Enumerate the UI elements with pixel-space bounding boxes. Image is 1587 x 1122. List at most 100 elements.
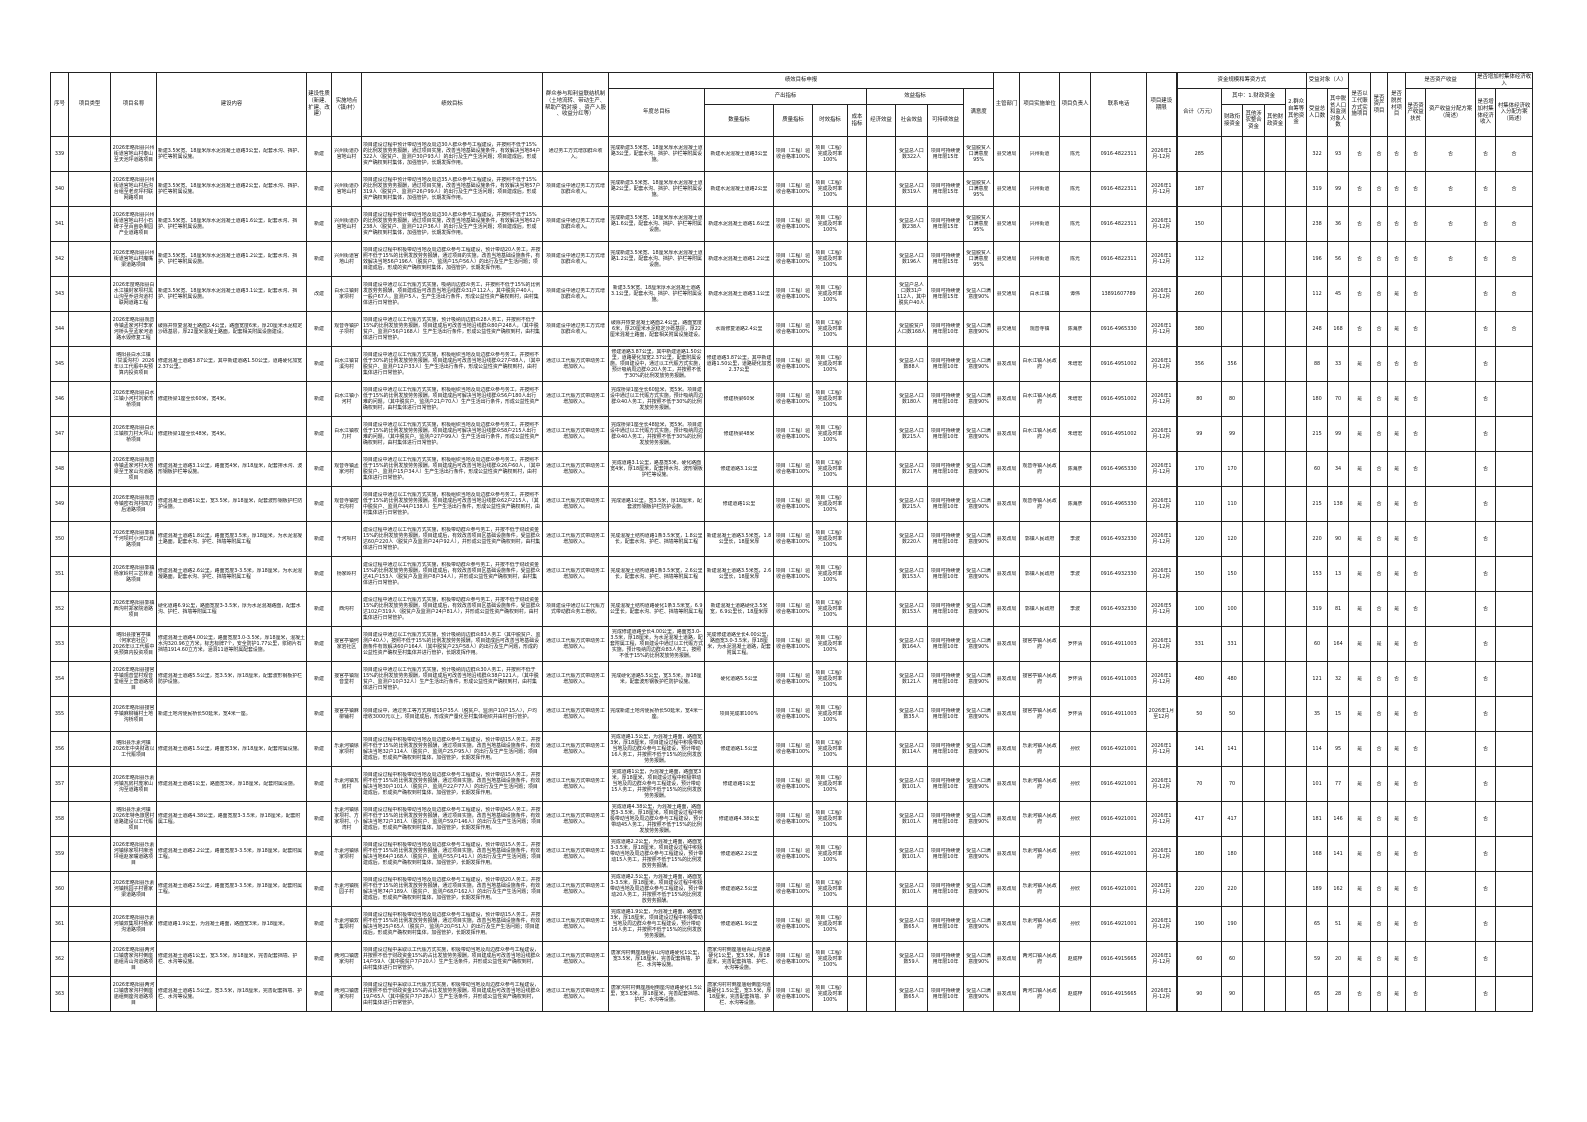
table-row: 353 略阳县接官亭镇（何家岩社区）2026年以工代赈中央预算内投资项目 修建混凝土… (50, 626, 1534, 662)
cell-text: 唐家沟村村倒座庙组倒座沟道路硬化1.5公里，宽3.5米，厚18厘米，完善配套挡墙… (610, 984, 703, 1004)
cell-seq: 354 (50, 661, 69, 697)
cell-text: 15 (1334, 710, 1342, 717)
cell-text: 项目建设中通过以工代赈方式实施，预计吸纳周边群众28人务工，并按照不低于15%的… (363, 316, 540, 342)
cell-agri-funds (1242, 976, 1266, 1012)
cell-text: 359 (54, 850, 65, 857)
cell-text: 340 (54, 185, 65, 192)
cell-text: 否 (1511, 185, 1517, 192)
cell-name: 2026年略阳县郭镇杨家岭村三岔林道路项目 (110, 556, 157, 592)
cell-cost (847, 241, 867, 277)
cell-text: 新建 (314, 920, 324, 927)
cell-asset-plan (1425, 626, 1477, 662)
cell-seq: 351 (50, 556, 69, 592)
cell-period: 2026年1月-12月 (1146, 906, 1178, 942)
cell-qty: 项目完成率100% (704, 696, 774, 732)
cell-ygdz: 是 (1348, 451, 1372, 487)
cell-text: 受益人口满意度90% (966, 392, 991, 405)
cell-phone: 0916-4915665 (1090, 941, 1148, 977)
cell-text: 通过以工代赈方式带动务工增加收入。 (546, 917, 605, 930)
cell-text: 项目（工程）验收合格率100% (775, 812, 811, 825)
cell-agri-funds (1242, 801, 1266, 837)
cell-agri-funds (1242, 276, 1266, 312)
cell-text: 否 (1376, 290, 1382, 297)
cell-text: 白水江镇 (1029, 290, 1050, 297)
cell-village-income: 否 (1475, 626, 1497, 662)
cell-text: 否 (1413, 150, 1419, 157)
cell-text: 2026年1月-12月 (1151, 917, 1172, 930)
cell-text: 否 (1413, 535, 1419, 542)
cell-text: 修建道路1公里 (722, 500, 756, 507)
cell-village-plan (1495, 346, 1534, 382)
cell-text: 通过以工代赈方式带动务工增加收入。 (546, 567, 605, 580)
cell-asset: 否 (1370, 556, 1389, 592)
cell-benef-poor: 20 (1327, 941, 1350, 977)
cell-name: 2026年略阳县乐素河镇双集坝村杨家沟道路项目 (110, 906, 157, 942)
cell-text: 13 (1334, 570, 1342, 577)
cell-text: 否 (1448, 255, 1454, 262)
cell-village-plan (1495, 451, 1534, 487)
cell-text: 李波 (1070, 535, 1080, 542)
cell-name: 2026年略阳县郭镇千河坝村小河口道路项目 (110, 521, 157, 557)
cell-village-income: 否 (1475, 976, 1497, 1012)
cell-satisfaction: 受益人口满意度90% (962, 486, 995, 522)
cell-poor-village: 是 (1387, 696, 1407, 732)
cell-content: 修建混凝土道路5.5公里，宽3.5米，厚18厘米，配套波形钢板护栏防护设施。 (156, 661, 307, 697)
cell-text: 完成混凝土结构道路1条3.5米宽，2.6公里长，配套水沟、护栏、挡墙等附属工程 (610, 567, 703, 580)
cell-self-raised (1285, 591, 1308, 627)
cell-text: 80 (1196, 395, 1203, 402)
cell-text: 否 (1376, 325, 1382, 332)
cell-text: 县发改局 (996, 465, 1017, 472)
cell-text: 县发改局 (996, 920, 1017, 927)
cell-text: 项目（工程）验收合格率100% (775, 147, 811, 160)
cell-economic (866, 136, 896, 172)
cell-cost (847, 836, 867, 872)
cell-text: 否 (1376, 255, 1382, 262)
cell-text: 县发改局 (996, 605, 1017, 612)
cell-nature: 新建 (306, 836, 332, 872)
cell-benef-total: 196 (1306, 241, 1329, 277)
cell-text: 285 (1194, 150, 1204, 157)
cell-performance: 项目建设过程中积极带动当地及周边群众参与工程建设，预计带动20人务工，并按照不低… (361, 241, 543, 277)
cell-text: 受益人口满意度90% (966, 427, 991, 440)
cell-timeliness: 项目（工程）完成及时率100% (812, 836, 848, 872)
table-row: 352 2026年略阳县郭镇西沟村郑家院道路项目 硬化道路6.9公里，路面宽度3-3… (50, 591, 1534, 627)
cell-link-funds: 356 (1221, 346, 1244, 382)
cell-total: 80 (1175, 381, 1223, 417)
cell-qty: 新建水泥混凝土道路3.1公里 (704, 276, 774, 312)
cell-type (68, 556, 111, 592)
cell-asset: 否 (1370, 906, 1389, 942)
cell-text: 受益总人口数101人 (899, 847, 924, 860)
cell-location: 乐素河镇桃园子村 (331, 871, 362, 907)
cell-mechanism: 通过以工代赈方式带动务工增加收入。 (542, 346, 609, 382)
cell-satisfaction: 受益人口满意度90% (962, 696, 995, 732)
cell-asset-income-poor: 否 (1405, 276, 1427, 312)
cell-cost (847, 451, 867, 487)
cell-text: 146 (1333, 815, 1343, 822)
header-funds: 资金规模和筹资方式 (1175, 72, 1308, 89)
cell-text: 项目（工程）验收合格率100% (775, 987, 811, 1000)
cell-text: 乐素河镇桃园子村 (334, 882, 359, 895)
cell-village-plan (1495, 626, 1534, 662)
cell-total: 190 (1175, 906, 1223, 942)
cell-text: 完成混凝土结构道路1条3.5米宽，1.8公里长，配套水沟、护栏、挡墙等附属工程 (610, 532, 703, 545)
cell-self-raised (1285, 381, 1308, 417)
cell-nature: 新建 (306, 661, 332, 697)
cell-type (68, 731, 111, 767)
cell-agri-funds (1242, 311, 1266, 347)
cell-text: 是 (1357, 465, 1363, 472)
cell-text: 2026年略阳县郭镇千河坝村小河口道路项目 (112, 529, 155, 549)
header-asset: 是否资产项目 (1370, 72, 1389, 137)
cell-economic (866, 241, 896, 277)
cell-text: 否 (1413, 220, 1419, 227)
cell-text: 2026年1月-12月 (1151, 637, 1172, 650)
cell-benef-total: 60 (1306, 626, 1329, 662)
cell-village-plan (1495, 731, 1534, 767)
cell-dept: 县交通局 (993, 241, 1021, 277)
cell-text: 90 (1228, 990, 1236, 997)
table-row: 348 2026年略阳县观音寺镇孟家河村大地梁至王家山沟道路项目 修建混凝土道路3.… (50, 451, 1534, 487)
cell-other-fiscal (1264, 836, 1287, 872)
cell-asset-plan (1425, 346, 1477, 382)
cell-poor-village: 是 (1387, 416, 1407, 452)
cell-qty: 唐家沟村村倒座庙组倒座沟道路硬化1.5公里，宽3.5米，厚18厘米，完善配套挡墙… (704, 976, 774, 1012)
cell-annual: 完成新建土地沟便民桥长50延米，宽4米一座。 (608, 696, 705, 732)
